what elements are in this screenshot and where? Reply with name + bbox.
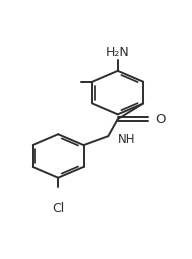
- Text: H₂N: H₂N: [106, 46, 130, 59]
- Text: O: O: [156, 113, 166, 126]
- Text: Cl: Cl: [52, 202, 64, 215]
- Text: NH: NH: [118, 133, 135, 146]
